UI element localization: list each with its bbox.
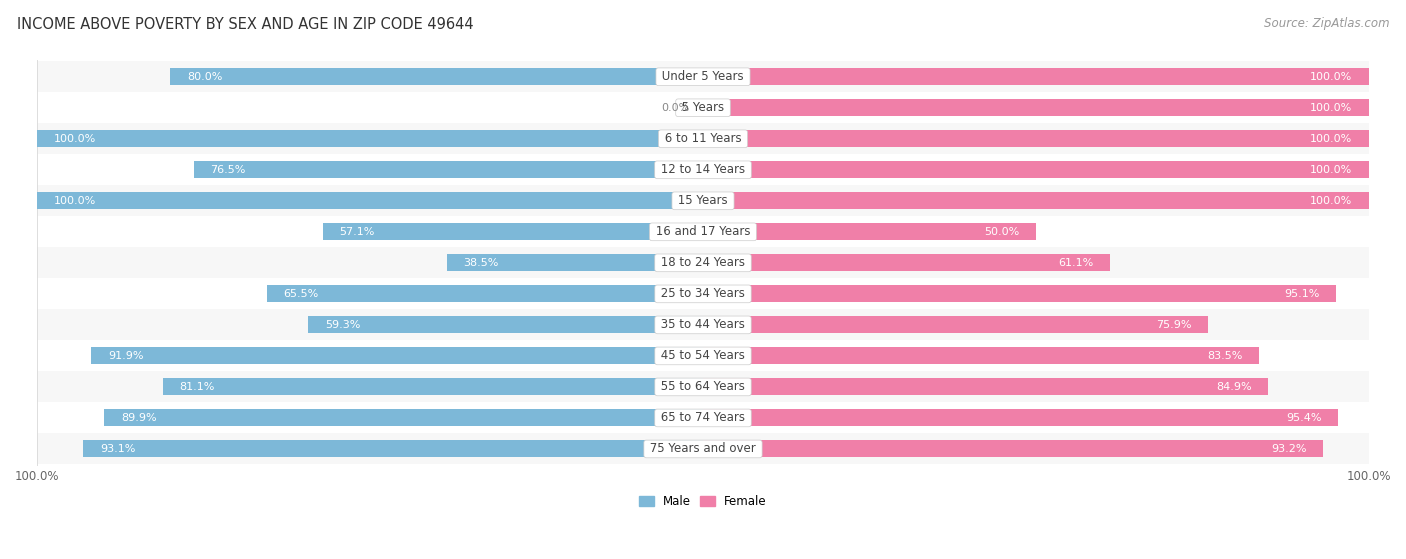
- Legend: Male, Female: Male, Female: [634, 490, 772, 513]
- Bar: [91, 347, 703, 364]
- Bar: [194, 162, 703, 178]
- Text: 93.1%: 93.1%: [100, 444, 135, 454]
- Bar: [31, 154, 1375, 186]
- Bar: [31, 247, 1375, 278]
- Bar: [703, 254, 1109, 271]
- Text: 59.3%: 59.3%: [325, 320, 360, 330]
- Text: 38.5%: 38.5%: [464, 258, 499, 268]
- Text: 93.2%: 93.2%: [1271, 444, 1306, 454]
- Bar: [31, 433, 1375, 465]
- Bar: [703, 316, 1208, 333]
- Bar: [31, 216, 1375, 247]
- Text: 25 to 34 Years: 25 to 34 Years: [657, 287, 749, 300]
- Bar: [703, 100, 1369, 116]
- Text: 100.0%: 100.0%: [1310, 72, 1353, 82]
- Bar: [31, 402, 1375, 433]
- Bar: [31, 61, 1375, 92]
- Bar: [104, 409, 703, 427]
- Bar: [308, 316, 703, 333]
- Bar: [31, 309, 1375, 340]
- Text: 75.9%: 75.9%: [1156, 320, 1192, 330]
- Text: Source: ZipAtlas.com: Source: ZipAtlas.com: [1264, 17, 1389, 30]
- Bar: [323, 223, 703, 240]
- Bar: [37, 130, 703, 148]
- Text: 100.0%: 100.0%: [1310, 134, 1353, 144]
- Text: 45 to 54 Years: 45 to 54 Years: [657, 349, 749, 362]
- Bar: [31, 92, 1375, 124]
- Text: 0.0%: 0.0%: [661, 103, 690, 113]
- Text: 100.0%: 100.0%: [1310, 196, 1353, 206]
- Bar: [703, 347, 1258, 364]
- Bar: [703, 130, 1369, 148]
- Text: 15 Years: 15 Years: [675, 195, 731, 207]
- Bar: [447, 254, 703, 271]
- Bar: [31, 186, 1375, 216]
- Bar: [31, 124, 1375, 154]
- Bar: [37, 192, 703, 210]
- Bar: [703, 409, 1339, 427]
- Bar: [31, 278, 1375, 309]
- Bar: [31, 371, 1375, 402]
- Text: 50.0%: 50.0%: [984, 227, 1019, 237]
- Bar: [703, 378, 1268, 395]
- Bar: [703, 68, 1369, 86]
- Text: 65.5%: 65.5%: [284, 289, 319, 299]
- Text: 16 and 17 Years: 16 and 17 Years: [652, 225, 754, 238]
- Text: 83.5%: 83.5%: [1206, 351, 1243, 361]
- Text: 89.9%: 89.9%: [121, 413, 156, 423]
- Text: 61.1%: 61.1%: [1057, 258, 1092, 268]
- Text: 84.9%: 84.9%: [1216, 382, 1251, 392]
- Bar: [163, 378, 703, 395]
- Text: 81.1%: 81.1%: [180, 382, 215, 392]
- Text: 75 Years and over: 75 Years and over: [647, 442, 759, 456]
- Bar: [83, 440, 703, 457]
- Text: 55 to 64 Years: 55 to 64 Years: [657, 381, 749, 394]
- Text: 76.5%: 76.5%: [211, 165, 246, 175]
- Bar: [267, 285, 703, 302]
- Text: 100.0%: 100.0%: [53, 196, 96, 206]
- Text: 65 to 74 Years: 65 to 74 Years: [657, 411, 749, 424]
- Bar: [703, 440, 1323, 457]
- Text: 80.0%: 80.0%: [187, 72, 222, 82]
- Text: 35 to 44 Years: 35 to 44 Years: [657, 319, 749, 331]
- Text: INCOME ABOVE POVERTY BY SEX AND AGE IN ZIP CODE 49644: INCOME ABOVE POVERTY BY SEX AND AGE IN Z…: [17, 17, 474, 32]
- Text: 6 to 11 Years: 6 to 11 Years: [661, 132, 745, 145]
- Text: 100.0%: 100.0%: [1310, 103, 1353, 113]
- Bar: [31, 340, 1375, 371]
- Text: 91.9%: 91.9%: [108, 351, 143, 361]
- Text: 100.0%: 100.0%: [1310, 165, 1353, 175]
- Text: 12 to 14 Years: 12 to 14 Years: [657, 163, 749, 176]
- Text: 5 Years: 5 Years: [678, 101, 728, 114]
- Text: 18 to 24 Years: 18 to 24 Years: [657, 257, 749, 269]
- Text: 100.0%: 100.0%: [53, 134, 96, 144]
- Bar: [170, 68, 703, 86]
- Bar: [703, 192, 1369, 210]
- Bar: [703, 162, 1369, 178]
- Text: 57.1%: 57.1%: [339, 227, 375, 237]
- Bar: [703, 223, 1036, 240]
- Text: Under 5 Years: Under 5 Years: [658, 70, 748, 83]
- Text: 95.4%: 95.4%: [1286, 413, 1322, 423]
- Text: 95.1%: 95.1%: [1284, 289, 1319, 299]
- Bar: [703, 285, 1336, 302]
